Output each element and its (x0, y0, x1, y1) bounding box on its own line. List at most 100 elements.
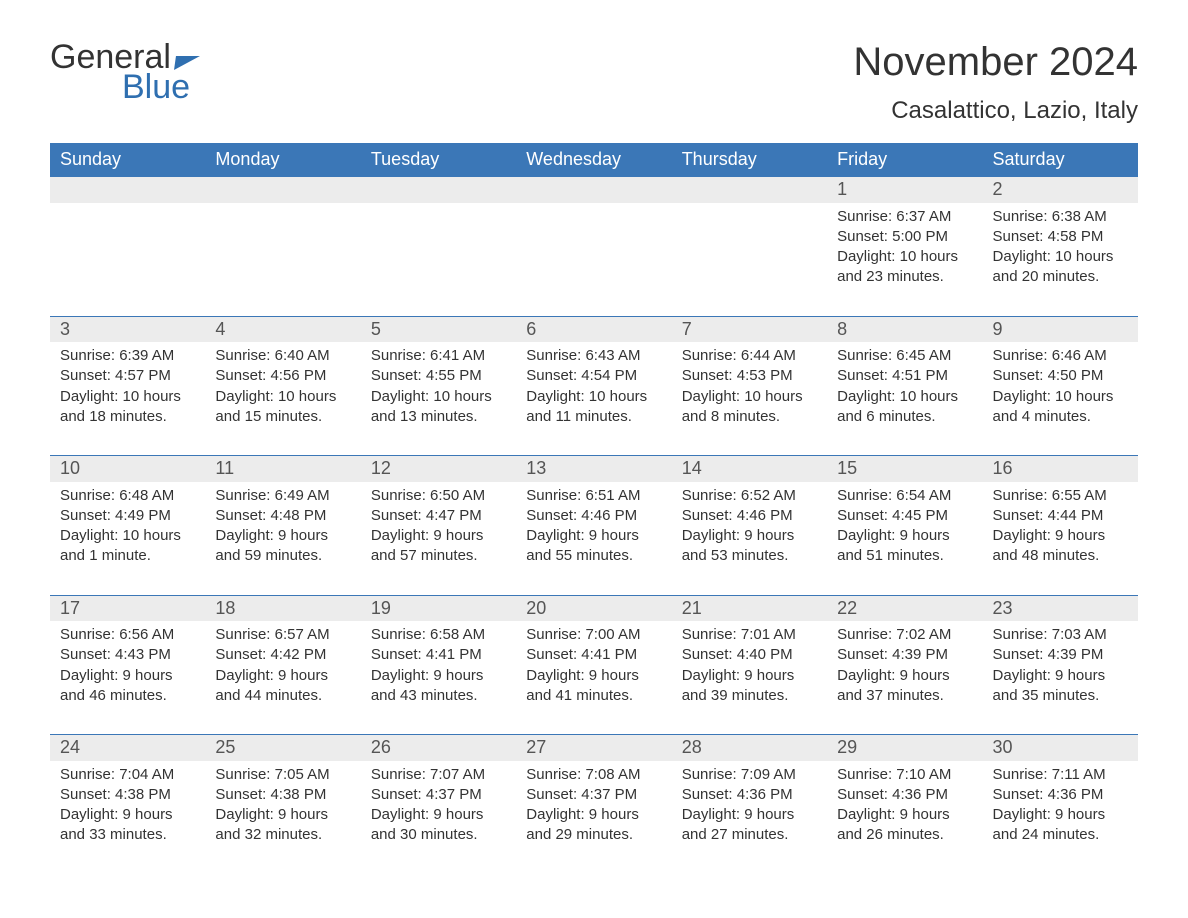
day-number: 29 (837, 737, 857, 757)
info-row: Sunrise: 6:56 AMSunset: 4:43 PMDaylight:… (50, 621, 1138, 735)
day-sunrise: Sunrise: 6:45 AM (837, 346, 972, 366)
day-sunrise: Sunrise: 6:43 AM (526, 346, 661, 366)
calendar-header-row: Sunday Monday Tuesday Wednesday Thursday… (50, 143, 1138, 177)
day-sunrise: Sunrise: 6:55 AM (993, 486, 1128, 506)
day-number-cell: 22 (827, 595, 982, 621)
day-sunset: Sunset: 4:41 PM (371, 645, 506, 665)
day-number-cell: 10 (50, 456, 205, 482)
day-info-cell: Sunrise: 6:48 AMSunset: 4:49 PMDaylight:… (50, 482, 205, 596)
day-day2: and 44 minutes. (215, 686, 350, 706)
day-number-cell: 5 (361, 316, 516, 342)
daynum-row: 10111213141516 (50, 456, 1138, 482)
day-number-cell: 25 (205, 735, 360, 761)
day-sunrise: Sunrise: 7:09 AM (682, 765, 817, 785)
day-number-cell: 4 (205, 316, 360, 342)
day-number: 13 (526, 458, 546, 478)
day-sunset: Sunset: 4:36 PM (993, 785, 1128, 805)
day-day2: and 6 minutes. (837, 407, 972, 427)
day-info-cell: Sunrise: 6:58 AMSunset: 4:41 PMDaylight:… (361, 621, 516, 735)
day-sunrise: Sunrise: 6:38 AM (993, 207, 1128, 227)
day-day2: and 41 minutes. (526, 686, 661, 706)
day-sunrise: Sunrise: 7:05 AM (215, 765, 350, 785)
col-header: Tuesday (361, 143, 516, 177)
day-number: 26 (371, 737, 391, 757)
day-day1: Daylight: 9 hours (371, 805, 506, 825)
day-sunset: Sunset: 4:40 PM (682, 645, 817, 665)
day-info-cell: Sunrise: 6:52 AMSunset: 4:46 PMDaylight:… (672, 482, 827, 596)
day-number: 10 (60, 458, 80, 478)
day-day2: and 55 minutes. (526, 546, 661, 566)
day-info-cell (516, 203, 671, 317)
day-day1: Daylight: 9 hours (993, 805, 1128, 825)
day-number: 12 (371, 458, 391, 478)
day-day2: and 23 minutes. (837, 267, 972, 287)
day-number: 5 (371, 319, 381, 339)
day-day1: Daylight: 9 hours (60, 805, 195, 825)
day-sunset: Sunset: 4:54 PM (526, 366, 661, 386)
page-title: November 2024 (853, 40, 1138, 85)
day-day1: Daylight: 9 hours (682, 805, 817, 825)
day-number-cell: 8 (827, 316, 982, 342)
day-sunset: Sunset: 4:39 PM (837, 645, 972, 665)
day-info-cell: Sunrise: 7:11 AMSunset: 4:36 PMDaylight:… (983, 761, 1138, 874)
day-day2: and 8 minutes. (682, 407, 817, 427)
day-day2: and 4 minutes. (993, 407, 1128, 427)
day-sunset: Sunset: 4:36 PM (837, 785, 972, 805)
day-sunrise: Sunrise: 7:01 AM (682, 625, 817, 645)
day-sunset: Sunset: 4:38 PM (60, 785, 195, 805)
day-number-cell: 29 (827, 735, 982, 761)
col-header: Thursday (672, 143, 827, 177)
day-day2: and 1 minute. (60, 546, 195, 566)
day-day2: and 37 minutes. (837, 686, 972, 706)
day-info-cell: Sunrise: 7:10 AMSunset: 4:36 PMDaylight:… (827, 761, 982, 874)
day-day2: and 18 minutes. (60, 407, 195, 427)
day-day2: and 33 minutes. (60, 825, 195, 845)
day-number: 24 (60, 737, 80, 757)
calendar-body: 12Sunrise: 6:37 AMSunset: 5:00 PMDayligh… (50, 177, 1138, 874)
day-day1: Daylight: 9 hours (993, 526, 1128, 546)
day-info-cell (361, 203, 516, 317)
day-info-cell: Sunrise: 7:00 AMSunset: 4:41 PMDaylight:… (516, 621, 671, 735)
day-number: 19 (371, 598, 391, 618)
day-sunrise: Sunrise: 6:49 AM (215, 486, 350, 506)
day-number: 17 (60, 598, 80, 618)
day-day1: Daylight: 9 hours (837, 805, 972, 825)
day-day1: Daylight: 9 hours (526, 805, 661, 825)
day-sunrise: Sunrise: 7:07 AM (371, 765, 506, 785)
day-info-cell: Sunrise: 6:49 AMSunset: 4:48 PMDaylight:… (205, 482, 360, 596)
day-number: 8 (837, 319, 847, 339)
day-day1: Daylight: 9 hours (682, 526, 817, 546)
daynum-row: 12 (50, 177, 1138, 203)
day-day1: Daylight: 10 hours (682, 387, 817, 407)
day-info-cell: Sunrise: 7:05 AMSunset: 4:38 PMDaylight:… (205, 761, 360, 874)
day-day1: Daylight: 9 hours (215, 805, 350, 825)
info-row: Sunrise: 7:04 AMSunset: 4:38 PMDaylight:… (50, 761, 1138, 874)
day-number-cell: 23 (983, 595, 1138, 621)
day-number-cell: 6 (516, 316, 671, 342)
day-sunset: Sunset: 4:56 PM (215, 366, 350, 386)
day-info-cell (50, 203, 205, 317)
day-number-cell: 16 (983, 456, 1138, 482)
day-day1: Daylight: 9 hours (993, 666, 1128, 686)
day-number: 4 (215, 319, 225, 339)
day-day1: Daylight: 9 hours (837, 666, 972, 686)
day-number-cell (50, 177, 205, 203)
day-number-cell: 24 (50, 735, 205, 761)
day-number: 15 (837, 458, 857, 478)
day-day2: and 20 minutes. (993, 267, 1128, 287)
day-number: 28 (682, 737, 702, 757)
day-day1: Daylight: 9 hours (60, 666, 195, 686)
day-info-cell (205, 203, 360, 317)
day-info-cell: Sunrise: 6:44 AMSunset: 4:53 PMDaylight:… (672, 342, 827, 456)
day-day2: and 57 minutes. (371, 546, 506, 566)
day-info-cell: Sunrise: 7:01 AMSunset: 4:40 PMDaylight:… (672, 621, 827, 735)
day-day2: and 11 minutes. (526, 407, 661, 427)
day-info-cell: Sunrise: 6:51 AMSunset: 4:46 PMDaylight:… (516, 482, 671, 596)
col-header: Monday (205, 143, 360, 177)
day-day2: and 51 minutes. (837, 546, 972, 566)
day-number: 16 (993, 458, 1013, 478)
day-day2: and 59 minutes. (215, 546, 350, 566)
day-day2: and 13 minutes. (371, 407, 506, 427)
day-sunrise: Sunrise: 7:03 AM (993, 625, 1128, 645)
day-number: 21 (682, 598, 702, 618)
